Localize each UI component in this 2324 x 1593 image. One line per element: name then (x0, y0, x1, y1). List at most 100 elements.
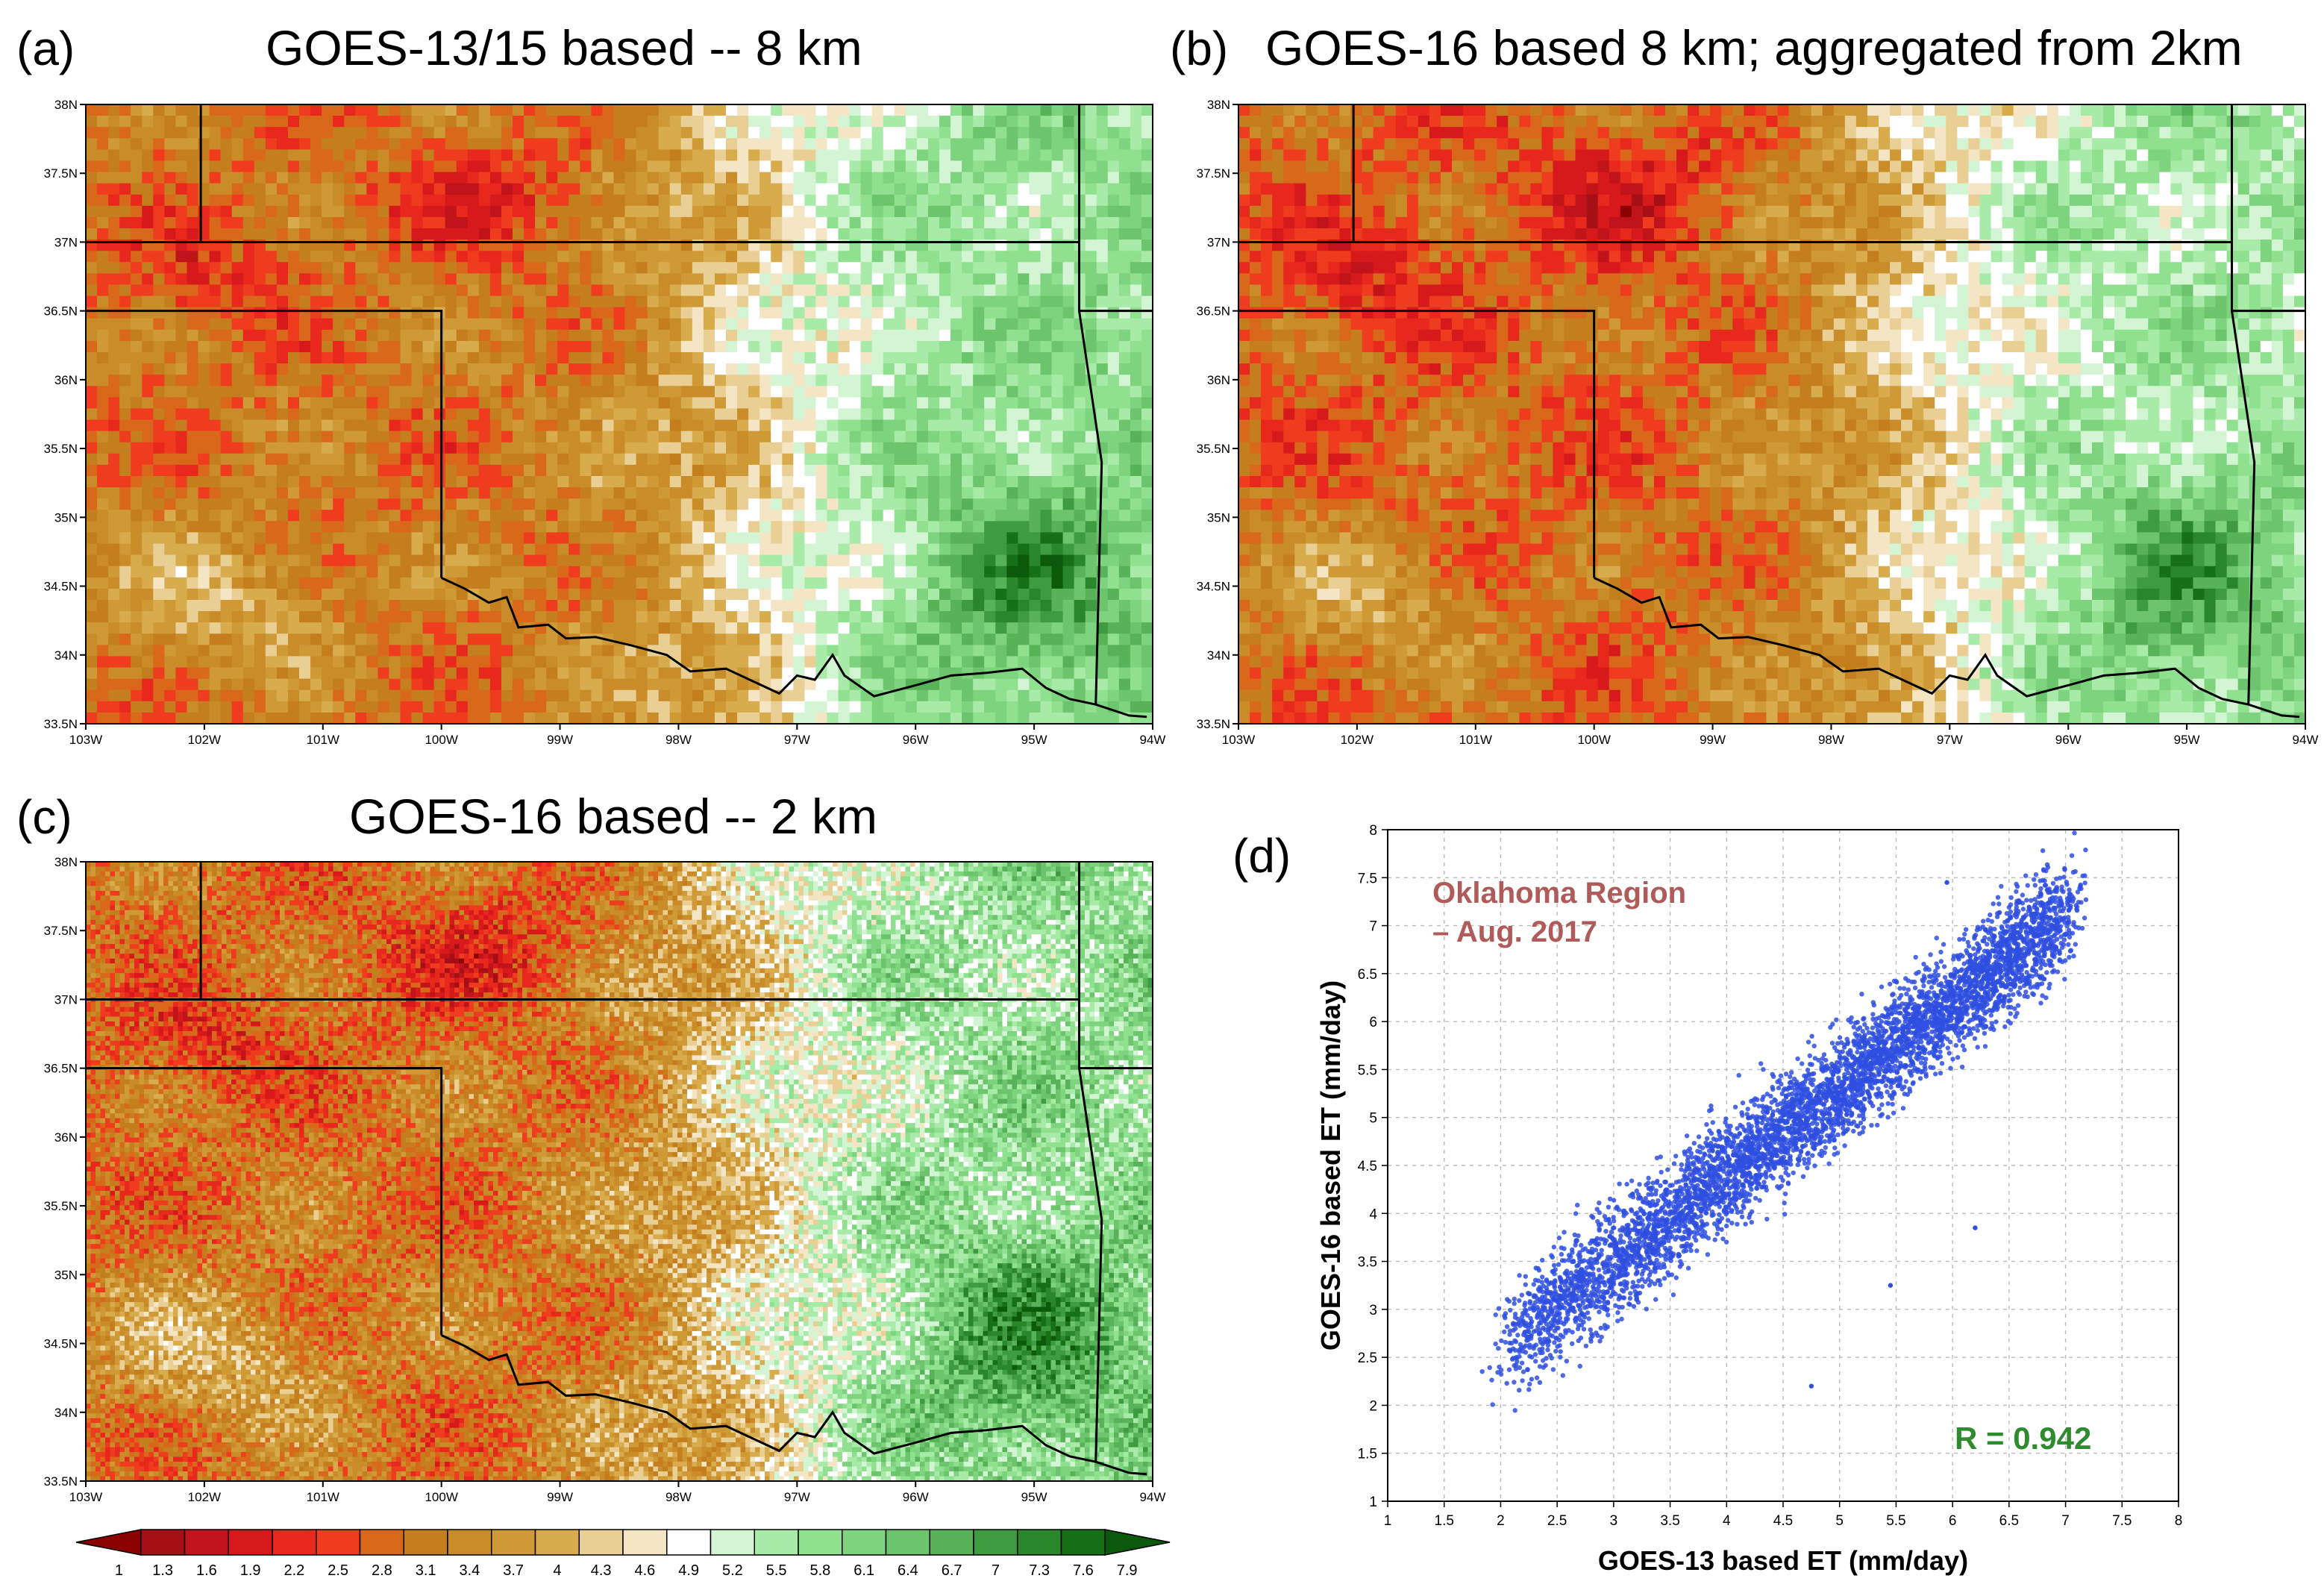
scatter-point (1512, 1339, 1517, 1343)
lat-tick-label: 34N (54, 1406, 78, 1420)
scatter-point (1699, 1209, 1703, 1213)
scatter-point (1954, 1043, 1958, 1048)
scatter-point (1683, 1236, 1688, 1240)
scatter-point (1547, 1300, 1551, 1304)
scatter-point (1682, 1230, 1687, 1234)
lon-tick-label: 95W (1021, 1490, 1047, 1504)
scatter-point (1991, 1027, 1996, 1032)
scatter-point (1989, 1013, 1993, 1018)
scatter-point (1883, 1040, 1888, 1045)
scatter-point (1822, 1052, 1826, 1057)
scatter-point (2044, 970, 2049, 974)
scatter-point (1685, 1133, 1689, 1138)
scatter-point (1538, 1380, 1542, 1385)
scatter-point (1546, 1339, 1550, 1343)
scatter-point (1855, 1105, 1860, 1110)
scatter-point (1806, 1039, 1811, 1044)
scatter-point (1612, 1241, 1617, 1245)
scatter-point (1540, 1274, 1544, 1279)
scatter-point (1777, 1130, 1782, 1134)
scatter-point (1639, 1263, 1644, 1268)
colorbar-label: 3.4 (459, 1562, 480, 1579)
scatter-point (1646, 1176, 1650, 1180)
scatter-point (1559, 1349, 1563, 1353)
lon-tick-label: 100W (425, 1490, 457, 1504)
colorbar-swatch (842, 1530, 886, 1555)
scatter-point (1928, 1035, 1932, 1039)
scatter-point (1677, 1198, 1682, 1202)
scatter-point (1499, 1339, 1503, 1343)
scatter-point (1528, 1301, 1532, 1305)
scatter-point (1938, 1033, 1942, 1037)
scatter-point (1505, 1297, 1509, 1301)
lat-tick-label: 35N (1207, 510, 1230, 525)
colorbar-swatch (185, 1530, 229, 1555)
scatter-point (1779, 1125, 1784, 1130)
colorbar-swatch (76, 1530, 141, 1555)
scatter-point (1957, 937, 1961, 942)
scatter-point (1890, 1027, 1894, 1031)
scatter-point (1920, 1021, 1925, 1026)
scatter-point (1649, 1269, 1653, 1274)
colorbar-swatch (1018, 1530, 1062, 1555)
scatter-point (1620, 1268, 1625, 1272)
scatter-point (1894, 979, 1898, 983)
scatter-point (1703, 1234, 1708, 1239)
scatter-point (1802, 1114, 1806, 1118)
scatter-point (1614, 1206, 1618, 1210)
scatter-point (2082, 916, 2087, 920)
scatter-point (2008, 1011, 2013, 1015)
scatter-point (1861, 1125, 1866, 1130)
scatter-point (1823, 1139, 1827, 1144)
scatter-point (1958, 1006, 1963, 1010)
lon-tick-label: 94W (1140, 1490, 1166, 1504)
scatter-point (2035, 907, 2039, 911)
scatter-point (1882, 1069, 1887, 1074)
scatter-point (1769, 1158, 1773, 1162)
scatter-point (1986, 960, 1991, 964)
scatter-point (1864, 1026, 1869, 1030)
scatter-point (1535, 1266, 1540, 1271)
colorbar-swatch (623, 1530, 667, 1555)
scatter-point (1781, 1110, 1785, 1114)
scatter-point (1626, 1231, 1630, 1236)
scatter-point (1694, 1238, 1698, 1242)
colorbar-swatch (228, 1530, 272, 1555)
scatter-point (1906, 978, 1911, 983)
scatter-point (2005, 924, 2010, 928)
scatter-point (1800, 1109, 1805, 1113)
scatter-point (1942, 964, 1946, 968)
scatter-point (1553, 1268, 1558, 1272)
scatter-point (1809, 1062, 1814, 1067)
scatter-point (2023, 953, 2027, 957)
scatter-point (1922, 974, 1926, 978)
lon-tick-label: 97W (1937, 733, 1963, 747)
scatter-point (1635, 1262, 1640, 1267)
scatter-point (1647, 1212, 1652, 1217)
scatter-point (1776, 1159, 1780, 1164)
scatter-point (1695, 1149, 1700, 1154)
scatter-point (1510, 1357, 1515, 1362)
scatter-point (2067, 955, 2071, 960)
scatter-point (1733, 1153, 1738, 1157)
scatter-point (1557, 1236, 1562, 1240)
scatter-point (1807, 1126, 1811, 1130)
scatter-point (1648, 1204, 1653, 1208)
scatter-point (1810, 1121, 1814, 1126)
scatter-point (1964, 927, 1968, 932)
scatter-point (2035, 982, 2039, 986)
scatter-point (1612, 1198, 1616, 1202)
scatter-point (1955, 1016, 1959, 1021)
scatter-point (1823, 1145, 1828, 1150)
lat-tick-label: 36.5N (44, 1062, 78, 1076)
scatter-point (2058, 934, 2063, 939)
scatter-point (1688, 1203, 1692, 1207)
lat-tick-label: 38N (54, 855, 78, 869)
colorbar-label: 7.3 (1029, 1562, 1050, 1579)
scatter-point (1688, 1167, 1692, 1171)
scatter-point (1505, 1381, 1509, 1386)
scatter-point (1603, 1283, 1607, 1287)
scatter-point (1876, 1086, 1880, 1091)
scatter-point (1783, 1171, 1788, 1175)
scatter-point (1593, 1241, 1597, 1245)
